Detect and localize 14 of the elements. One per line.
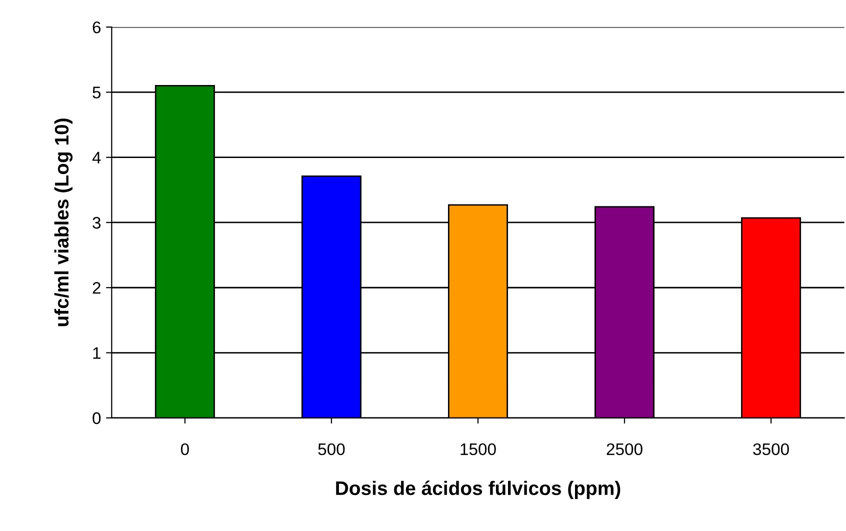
x-tick-label: 3500 <box>753 443 789 456</box>
x-tick-label: 2500 <box>606 443 642 456</box>
y-tick-label: 6 <box>92 21 101 34</box>
x-axis-title: Dosis de ácidos fúlvicos (ppm) <box>336 480 620 499</box>
x-tick-label: 500 <box>318 443 345 456</box>
y-tick-label: 1 <box>93 347 100 359</box>
x-tick-label: 1500 <box>460 443 496 456</box>
y-axis-title: ufc/ml viables (Log 10) <box>54 118 73 326</box>
x-tick-label: 0 <box>180 443 189 456</box>
y-tick-label: 2 <box>92 282 100 294</box>
y-tick-label: 5 <box>92 86 101 98</box>
y-tick-label: 4 <box>92 152 101 164</box>
y-tick-label: 0 <box>92 412 101 424</box>
y-tick-label: 3 <box>92 216 101 229</box>
